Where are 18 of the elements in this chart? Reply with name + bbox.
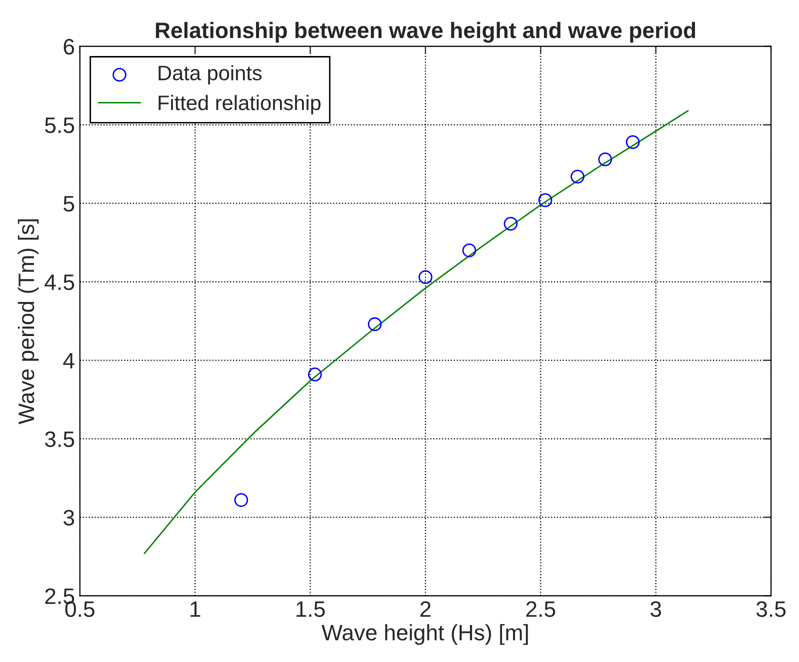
x-tick-label: 3 (650, 601, 662, 617)
y-tick-label: 3 (64, 510, 74, 526)
chart-title: Relationship between wave height and wave period (156, 22, 696, 43)
x-tick-label: 2.5 (526, 601, 556, 617)
y-tick-label: 4 (63, 353, 74, 368)
y-tick-label: 5.5 (45, 118, 74, 134)
x-tick-label: 1.5 (296, 601, 325, 617)
x-axis-title: Wave height (Hs) [m] (322, 624, 528, 645)
legend-label: Fitted relationship (158, 94, 321, 114)
x-tick-label: 3.5 (756, 601, 786, 617)
y-tick-label: 6 (64, 38, 74, 55)
x-tick-label: 1 (190, 601, 200, 617)
y-tick-label: 3.5 (44, 431, 74, 448)
legend-label: Data points (158, 65, 262, 85)
y-tick-label: 4.5 (44, 274, 74, 290)
x-tick-label: 2 (420, 601, 431, 617)
y-tick-label: 5 (64, 196, 74, 212)
y-axis-title: Wave period (Tm) [s] (18, 219, 39, 424)
